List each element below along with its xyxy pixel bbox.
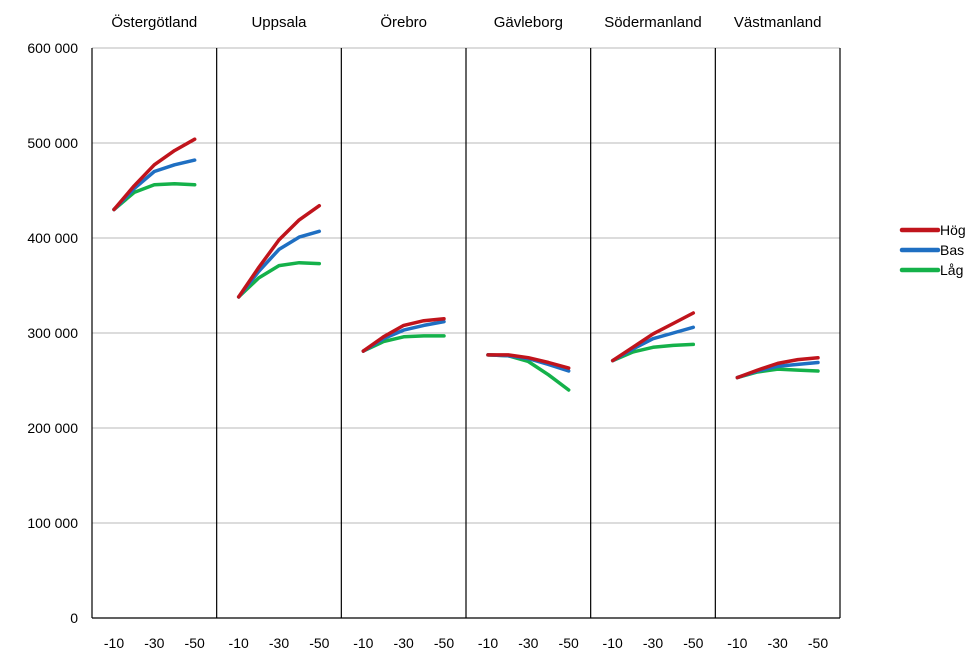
legend-label: Låg: [940, 262, 963, 278]
x-tick-label: -10: [478, 635, 498, 651]
y-tick-label: 600 000: [27, 40, 78, 56]
legend: Hög Bas Låg: [899, 222, 966, 278]
series-line-hög: [361, 317, 446, 353]
x-tick-label: -10: [353, 635, 373, 651]
x-tick-label: -50: [683, 635, 703, 651]
y-tick-label: 0: [70, 610, 78, 626]
x-axis-tick-labels: -10 -30 -50 -10 -30 -50 -10 -30 -50 -10 -30 -50 -10 -…: [104, 635, 828, 651]
x-tick-label: -30: [643, 635, 663, 651]
series-line-låg: [112, 182, 197, 212]
y-tick-label: 500 000: [27, 135, 78, 151]
y-axis-tick-labels: 0 100 000 200 000 300 000 400 000 500 000 600 …: [27, 40, 78, 626]
axes: [91, 48, 841, 619]
panel-title: Gävleborg: [494, 14, 563, 31]
x-tick-label: -50: [434, 635, 454, 651]
series-lines: [112, 137, 820, 392]
x-tick-label: -10: [727, 635, 747, 651]
panel-titles: Östergötland Uppsala Örebro Gävleborg Söderm…: [111, 13, 821, 31]
x-tick-label: -30: [144, 635, 164, 651]
series-line-hög: [486, 353, 571, 370]
x-tick-label: -50: [808, 635, 828, 651]
panel-title: Uppsala: [251, 14, 307, 31]
x-tick-label: -10: [603, 635, 623, 651]
x-tick-label: -50: [309, 635, 329, 651]
x-tick-label: -30: [768, 635, 788, 651]
legend-label: Hög: [940, 222, 966, 238]
x-tick-label: -50: [185, 635, 205, 651]
x-tick-label: -30: [518, 635, 538, 651]
panel-title: Örebro: [380, 13, 427, 31]
x-tick-label: -30: [269, 635, 289, 651]
series-line-låg: [236, 260, 322, 299]
series-line-hög: [112, 137, 197, 212]
panel-title: Västmanland: [734, 14, 822, 31]
series-line-hög: [735, 355, 820, 380]
y-tick-label: 200 000: [27, 420, 78, 436]
y-tick-label: 400 000: [27, 230, 78, 246]
series-line-hög: [610, 311, 696, 363]
y-tick-label: 100 000: [27, 515, 78, 531]
x-tick-label: -50: [559, 635, 579, 651]
legend-label: Bas: [940, 242, 964, 258]
x-tick-label: -10: [229, 635, 249, 651]
panel-title: Södermanland: [604, 14, 702, 31]
y-tick-label: 300 000: [27, 325, 78, 341]
x-tick-label: -30: [394, 635, 414, 651]
panel-title: Östergötland: [111, 13, 197, 31]
series-line-hög: [236, 203, 322, 299]
x-tick-label: -10: [104, 635, 124, 651]
